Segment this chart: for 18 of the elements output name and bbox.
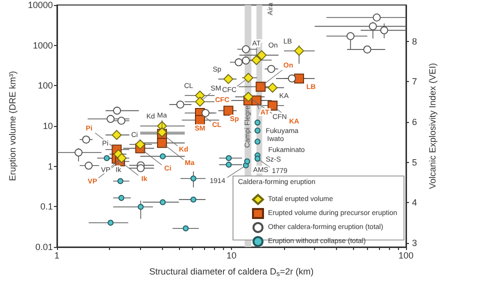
x-tick-label: 100 <box>398 250 414 260</box>
y-tick-label: 1 <box>48 161 53 172</box>
y-tick-label: 100 <box>38 80 53 91</box>
y-tick-label: 0.01 <box>35 242 53 252</box>
y-axis-title: Eruption volume (DRE km³) <box>8 70 18 182</box>
y-tick-label: 1000 <box>32 40 53 50</box>
x-tick-label: 10 <box>226 250 236 260</box>
y2-tick-label: 8 <box>412 36 418 46</box>
y2-tick-label: 6 <box>412 116 418 127</box>
y2-axis-title: Volcanic Explosivity Index (VEI) <box>427 62 438 190</box>
y2-tick-label: 4 <box>412 198 418 208</box>
y2-tick-label: 3 <box>412 238 418 248</box>
y-tick-label: 10 <box>42 121 53 131</box>
y-tick-label: 0.1 <box>40 202 53 212</box>
y2-tick-label: 7 <box>412 76 418 87</box>
x-tick-label: 1 <box>54 250 60 260</box>
y2-tick-label: 5 <box>412 157 418 168</box>
y-tick-label: 10000 <box>28 0 53 10</box>
